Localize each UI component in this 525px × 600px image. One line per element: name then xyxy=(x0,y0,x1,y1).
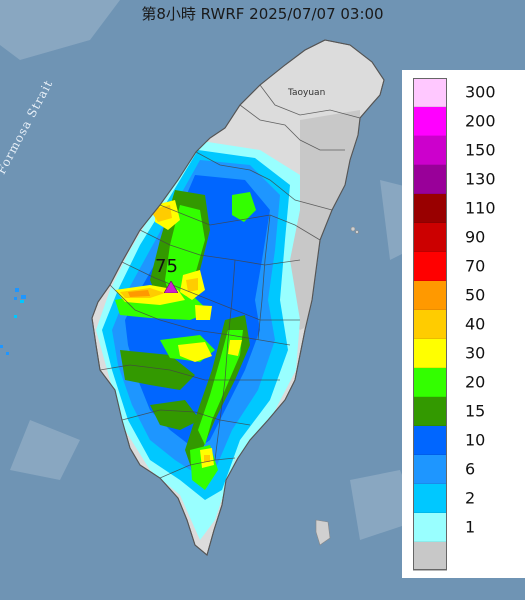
legend-item: 200 xyxy=(413,107,513,136)
legend-item: 110 xyxy=(413,194,513,223)
legend-item xyxy=(413,542,513,571)
offshore-rain xyxy=(14,300,24,318)
rainfall-legend: 300 200 150 130 110 90 70 50 40 30 20 15 10 6 2 1 xyxy=(413,78,513,571)
legend-label: 110 xyxy=(465,198,496,218)
county-boundaries xyxy=(99,84,361,479)
legend-item: 2 xyxy=(413,484,513,513)
legend-item: 50 xyxy=(413,281,513,310)
legend-label: 90 xyxy=(465,227,486,247)
legend-item: 20 xyxy=(413,368,513,397)
penghu-rain xyxy=(0,288,26,355)
island-outline xyxy=(91,39,385,556)
legend-label: 2 xyxy=(465,488,476,508)
legend-label: 300 xyxy=(465,82,496,102)
legend-swatch xyxy=(413,281,447,310)
city-label: Taoyuan xyxy=(288,88,326,98)
map-title: 第8小時 RWRF 2025/07/07 03:00 xyxy=(141,5,384,23)
legend-item: 130 xyxy=(413,165,513,194)
legend-swatch xyxy=(413,426,447,455)
offshore-islands xyxy=(315,226,359,546)
legend-item: 1 xyxy=(413,513,513,542)
legend-label: 40 xyxy=(465,314,486,334)
legend-item: 150 xyxy=(413,136,513,165)
legend-item: 40 xyxy=(413,310,513,339)
legend-label: 150 xyxy=(465,140,496,160)
legend-label: 1 xyxy=(465,517,476,537)
legend-label: 6 xyxy=(465,459,476,479)
legend-label: 10 xyxy=(465,430,486,450)
max-rainfall-value: 75 xyxy=(155,256,178,277)
legend-item: 10 xyxy=(413,426,513,455)
legend-swatch xyxy=(413,397,447,426)
triangle-marker-icon xyxy=(164,281,178,293)
legend-item: 6 xyxy=(413,455,513,484)
legend-swatch xyxy=(413,339,447,368)
legend-swatch xyxy=(413,78,447,107)
legend-swatch xyxy=(413,368,447,397)
legend-swatch xyxy=(413,223,447,252)
legend-swatch xyxy=(413,542,447,571)
legend-swatch xyxy=(413,310,447,339)
legend-swatch xyxy=(413,252,447,281)
legend-swatch xyxy=(413,165,447,194)
legend-label: 15 xyxy=(465,401,486,421)
legend-swatch xyxy=(413,455,447,484)
legend-swatch xyxy=(413,107,447,136)
legend-item: 300 xyxy=(413,78,513,107)
legend-swatch xyxy=(413,513,447,542)
legend-item: 90 xyxy=(413,223,513,252)
legend-label: 70 xyxy=(465,256,486,276)
legend-item: 70 xyxy=(413,252,513,281)
legend-swatch xyxy=(413,136,447,165)
legend-item: 15 xyxy=(413,397,513,426)
legend-label: 130 xyxy=(465,169,496,189)
legend-label: 50 xyxy=(465,285,486,305)
legend-item: 30 xyxy=(413,339,513,368)
legend-swatch xyxy=(413,194,447,223)
legend-label: 30 xyxy=(465,343,486,363)
legend-label: 200 xyxy=(465,111,496,131)
legend-label: 20 xyxy=(465,372,486,392)
legend-swatch xyxy=(413,484,447,513)
